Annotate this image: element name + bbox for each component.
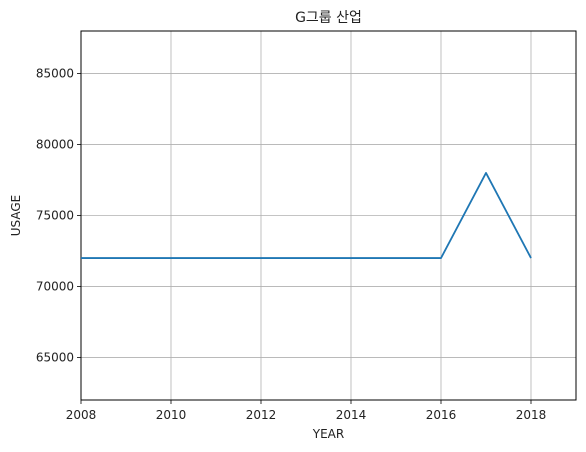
series-layer [81,172,532,259]
x-tick-label: 2010 [156,408,187,422]
y-tick-label: 65000 [36,350,74,364]
x-tick-label: 2016 [426,408,457,422]
y-axis: 65000 70000 75000 80000 85000 [36,67,81,364]
x-tick-label: 2008 [66,408,97,422]
y-tick-label: 85000 [36,67,74,81]
y-tick-label: 75000 [36,209,74,223]
x-tick-label: 2014 [336,408,367,422]
y-tick-label: 80000 [36,138,74,152]
x-axis: 2008 2010 2012 2014 2016 2018 [66,400,547,422]
x-axis-label: YEAR [312,427,344,441]
x-tick-label: 2012 [246,408,277,422]
grid [80,31,576,400]
x-tick-label: 2018 [516,408,547,422]
chart-title: G그룹 산업 [295,10,362,26]
y-tick-label: 70000 [36,279,74,293]
y-axis-label: USAGE [9,195,23,237]
series-line [81,172,532,259]
